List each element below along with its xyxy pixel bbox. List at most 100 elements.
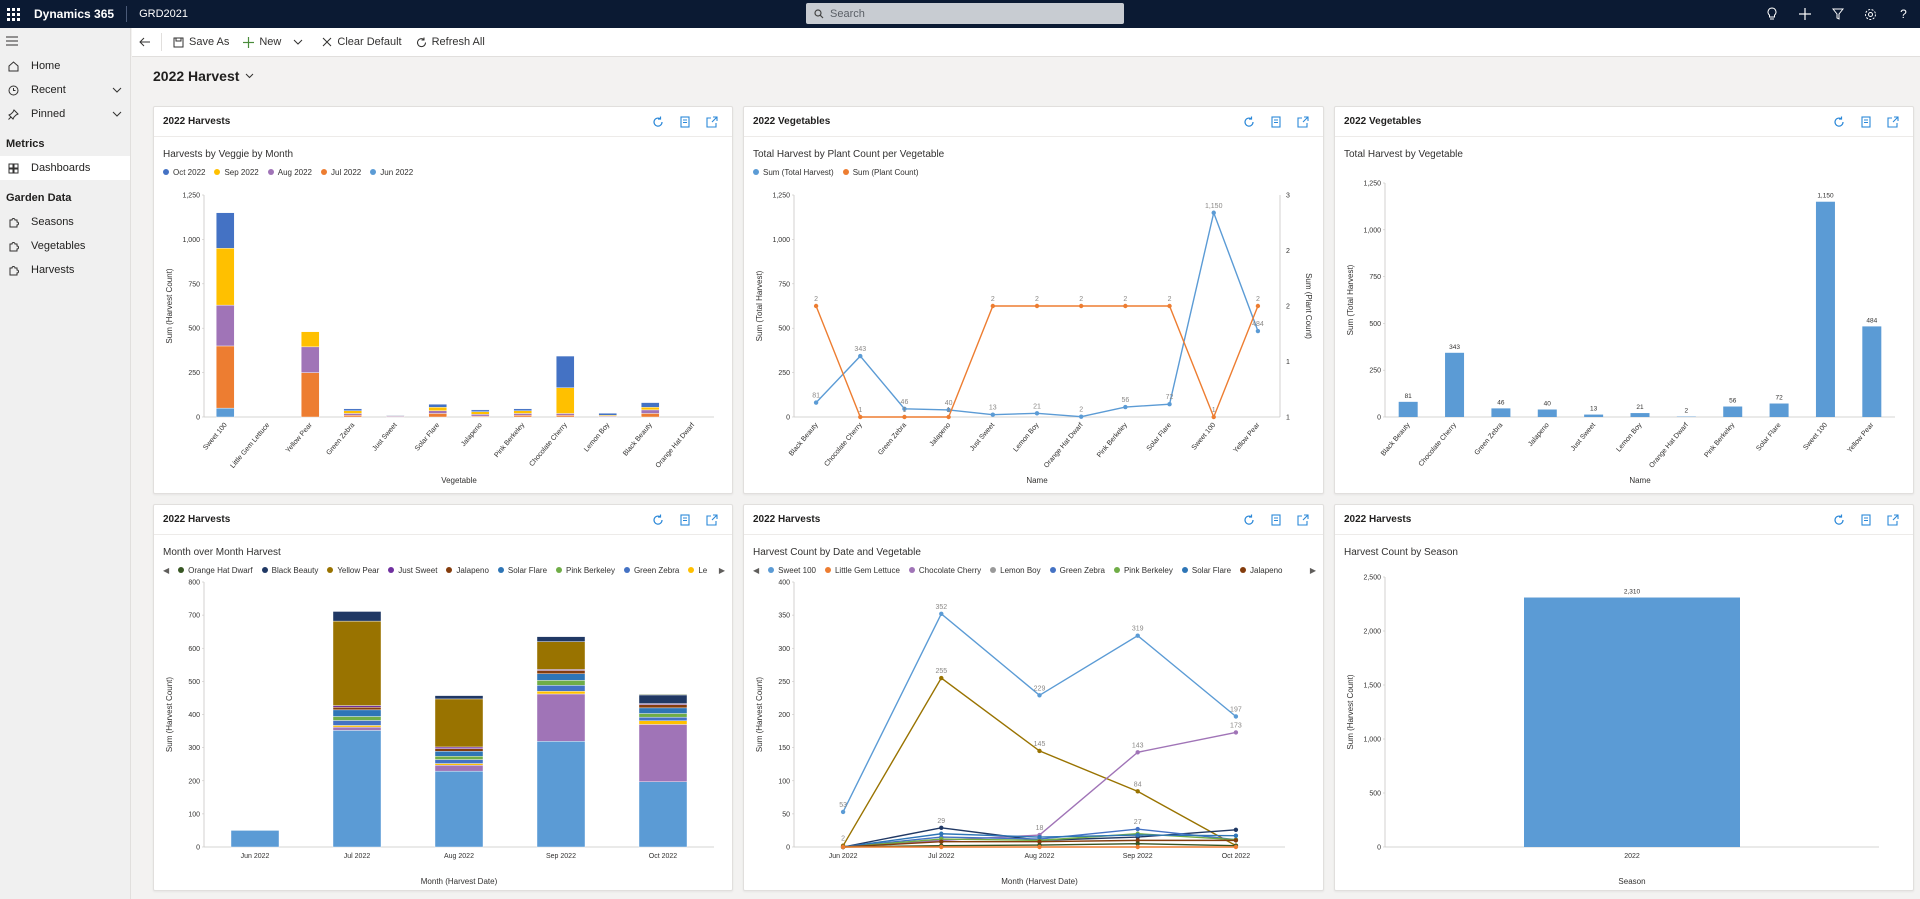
data-point[interactable] xyxy=(1078,303,1084,309)
bar-segment[interactable] xyxy=(343,413,362,416)
legend-item[interactable]: Chocolate Cherry xyxy=(908,566,981,575)
data-point[interactable] xyxy=(1135,844,1140,850)
data-point[interactable] xyxy=(813,303,819,309)
data-point[interactable] xyxy=(858,353,863,359)
view-records-icon[interactable] xyxy=(677,512,693,528)
bar-segment[interactable] xyxy=(301,346,320,373)
data-point[interactable] xyxy=(840,844,846,850)
data-point[interactable] xyxy=(1167,402,1172,407)
app-name[interactable]: Dynamics 365 xyxy=(26,6,128,22)
data-point[interactable] xyxy=(1211,210,1216,215)
bar-segment[interactable] xyxy=(434,746,484,749)
bar-segment[interactable] xyxy=(536,680,586,686)
bar-segment[interactable] xyxy=(343,410,362,414)
environment-name[interactable]: GRD2021 xyxy=(139,8,188,20)
data-point[interactable] xyxy=(1255,328,1261,334)
data-point[interactable] xyxy=(1233,838,1239,843)
legend-item[interactable]: Green Zebra xyxy=(1049,566,1105,575)
data-point[interactable] xyxy=(1037,844,1042,850)
data-point[interactable] xyxy=(946,414,951,420)
data-point[interactable] xyxy=(990,303,996,309)
bar-segment[interactable] xyxy=(638,720,688,725)
data-point[interactable] xyxy=(1255,303,1261,309)
back-button[interactable] xyxy=(132,33,162,51)
data-point[interactable] xyxy=(858,414,863,420)
data-point[interactable] xyxy=(1037,834,1042,840)
bar[interactable] xyxy=(1445,352,1465,417)
bar[interactable] xyxy=(1491,408,1511,417)
bar-segment[interactable] xyxy=(638,724,688,782)
bar-segment[interactable] xyxy=(638,694,688,704)
bar-segment[interactable] xyxy=(471,411,490,415)
data-point[interactable] xyxy=(1135,832,1140,838)
bar-segment[interactable] xyxy=(536,670,586,674)
bar-segment[interactable] xyxy=(332,720,382,726)
bar-segment[interactable] xyxy=(434,698,484,748)
bar-segment[interactable] xyxy=(428,404,447,408)
bar-segment[interactable] xyxy=(343,408,362,411)
data-point[interactable] xyxy=(939,825,944,830)
bar-segment[interactable] xyxy=(536,641,586,670)
data-point[interactable] xyxy=(1167,303,1172,309)
bar-segment[interactable] xyxy=(332,705,382,708)
data-point[interactable] xyxy=(1233,844,1239,850)
bar[interactable] xyxy=(1584,414,1604,417)
sidebar-item-harvests[interactable]: Harvests xyxy=(0,258,130,282)
bar-segment[interactable] xyxy=(434,695,484,700)
expand-chart-icon[interactable] xyxy=(1295,114,1311,130)
legend-item[interactable]: Just Sweet xyxy=(388,566,437,575)
legend-item[interactable]: Pink Berkeley xyxy=(1113,566,1173,575)
bar-segment[interactable] xyxy=(434,763,484,766)
legend-item[interactable]: Jun 2022 xyxy=(370,168,413,177)
bar-segment[interactable] xyxy=(230,830,280,848)
app-launcher-button[interactable] xyxy=(0,0,26,28)
legend-item[interactable]: Jalapeno xyxy=(446,566,489,575)
bar-segment[interactable] xyxy=(513,415,532,418)
chevron-down-icon[interactable] xyxy=(112,108,122,120)
expand-chart-icon[interactable] xyxy=(1885,114,1901,130)
bar-segment[interactable] xyxy=(536,693,586,742)
bar[interactable] xyxy=(1862,326,1882,417)
expand-chart-icon[interactable] xyxy=(1885,512,1901,528)
legend-prev-arrow[interactable]: ◀ xyxy=(753,565,760,575)
bar[interactable] xyxy=(1524,597,1740,847)
lightbulb-icon[interactable] xyxy=(1755,0,1788,28)
data-point[interactable] xyxy=(1135,633,1140,638)
search-input[interactable]: Search xyxy=(806,3,1124,24)
data-point[interactable] xyxy=(1034,411,1040,416)
clear-default-button[interactable]: Clear Default xyxy=(315,28,408,57)
data-point[interactable] xyxy=(1233,730,1239,735)
bar-segment[interactable] xyxy=(216,248,235,306)
dashboard-selector[interactable]: 2022 Harvest xyxy=(153,68,254,84)
data-point[interactable] xyxy=(813,400,819,405)
bar-segment[interactable] xyxy=(471,414,490,417)
new-button[interactable]: New xyxy=(236,28,315,57)
data-point[interactable] xyxy=(840,809,846,815)
data-point[interactable] xyxy=(902,414,907,420)
legend-item[interactable]: Jalapeno xyxy=(1240,566,1283,575)
legend-item[interactable]: Little Gem Lettuce xyxy=(824,566,900,575)
bar-segment[interactable] xyxy=(216,212,235,249)
data-point[interactable] xyxy=(939,844,944,850)
bar-segment[interactable] xyxy=(536,636,586,642)
bar-segment[interactable] xyxy=(471,409,490,412)
refresh-all-button[interactable]: Refresh All xyxy=(409,28,492,57)
series-line[interactable] xyxy=(842,612,1237,813)
bar-segment[interactable] xyxy=(641,409,660,414)
refresh-icon[interactable] xyxy=(650,512,666,528)
legend-item[interactable]: Sweet 100 xyxy=(768,566,816,575)
data-point[interactable] xyxy=(902,406,907,412)
bar-segment[interactable] xyxy=(216,407,235,418)
bar-segment[interactable] xyxy=(332,730,382,848)
bar-segment[interactable] xyxy=(536,673,586,681)
bar-segment[interactable] xyxy=(332,620,382,706)
refresh-icon[interactable] xyxy=(650,114,666,130)
data-point[interactable] xyxy=(1233,827,1239,832)
legend-item[interactable]: Pink Berkeley xyxy=(556,566,615,575)
bar[interactable] xyxy=(1398,401,1418,417)
bar[interactable] xyxy=(1723,406,1743,417)
chevron-down-icon[interactable] xyxy=(293,39,303,45)
bar-segment[interactable] xyxy=(428,407,447,411)
view-records-icon[interactable] xyxy=(677,114,693,130)
data-point[interactable] xyxy=(939,831,944,836)
